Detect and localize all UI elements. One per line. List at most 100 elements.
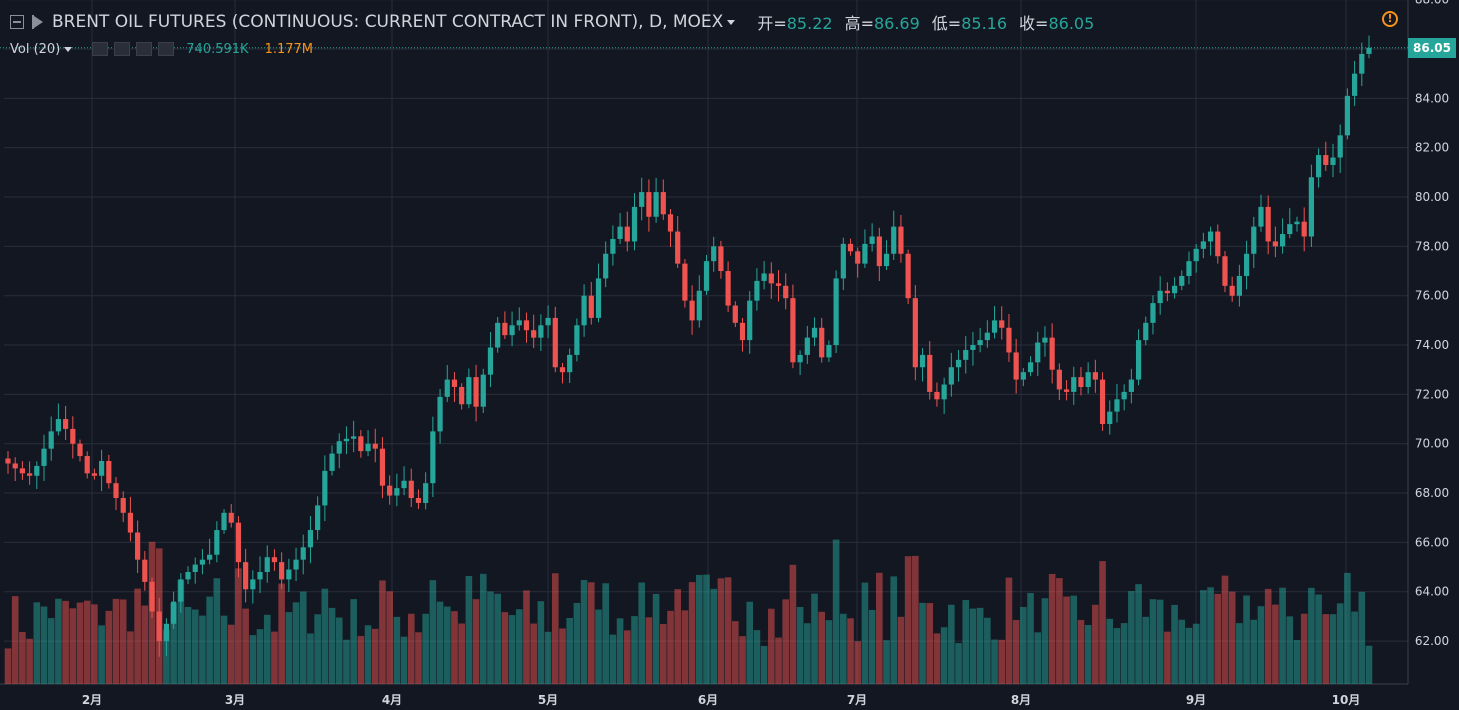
candle-body (912, 298, 918, 368)
candle-body (732, 305, 738, 323)
settings-icon[interactable] (114, 42, 131, 56)
close-icon[interactable] (158, 42, 175, 56)
volume-bar (1099, 561, 1106, 684)
candle-body (451, 379, 458, 387)
volume-bar (170, 603, 177, 684)
candle-body (423, 483, 429, 503)
volume-bar (623, 630, 631, 684)
candle-body (545, 317, 551, 326)
volume-bar (321, 588, 329, 684)
volume-bar (335, 617, 343, 684)
candle-body (883, 253, 890, 267)
volume-bar (1200, 590, 1207, 684)
candle-body (768, 273, 774, 284)
candle-body (1323, 155, 1329, 165)
candle-body (156, 611, 162, 642)
volume-bar (184, 606, 192, 684)
candle-body (855, 251, 861, 264)
candle-body (581, 295, 587, 326)
candle-body (271, 557, 278, 563)
volume-bar (933, 633, 941, 684)
volume-bar (487, 591, 494, 684)
volume-bar (645, 617, 653, 684)
candle-body (531, 330, 537, 338)
volume-bar (760, 645, 768, 684)
volume-bar (141, 605, 149, 684)
volume-bar (580, 580, 588, 684)
volume-bar (465, 576, 473, 684)
eye-icon[interactable] (92, 42, 109, 56)
flag-icon[interactable] (32, 15, 44, 29)
x-tick-label: 3月 (225, 693, 245, 707)
volume-bar (926, 603, 934, 684)
volume-bar (55, 598, 62, 684)
volume-bar (393, 616, 401, 684)
candle-body (286, 569, 292, 580)
volume-bar (1034, 632, 1042, 684)
candle-body (207, 554, 213, 560)
candle-body (703, 261, 710, 291)
volume-bar (861, 582, 869, 684)
candle-body (1049, 337, 1055, 370)
candle-body (667, 214, 674, 232)
volume-bar (26, 638, 33, 684)
volume-bar (163, 629, 170, 684)
candle-body (1063, 389, 1070, 392)
chevron-down-icon[interactable] (727, 19, 736, 25)
candle-body (1315, 155, 1322, 178)
volume-bar (998, 639, 1006, 684)
volume-bar (429, 580, 437, 684)
y-tick-label: 78.00 (1415, 239, 1449, 253)
volume-bar (566, 618, 573, 684)
volume-bar (206, 596, 213, 684)
more-icon[interactable] (136, 42, 153, 56)
volume-bar (407, 613, 415, 684)
candle-body (552, 317, 558, 368)
candle-body (833, 278, 839, 346)
candle-body (430, 431, 436, 484)
candle-body (696, 290, 702, 321)
candle-body (1078, 377, 1084, 387)
ohlc-readout: 开=85.22 高=86.69 低=85.16 收=86.05 (757, 10, 1094, 34)
candle-body (1294, 221, 1300, 225)
candle-body (279, 562, 285, 580)
volume-bar (271, 631, 278, 684)
volume-bar (688, 582, 696, 684)
volume-bar (1257, 606, 1265, 684)
volume-bar (357, 635, 365, 684)
y-tick-label: 64.00 (1415, 585, 1449, 599)
volume-bar (1293, 640, 1301, 684)
collapse-icon[interactable] (10, 15, 24, 29)
volume-bar (732, 621, 739, 684)
candle-body (898, 226, 904, 254)
symbol-title[interactable]: BRENT OIL FUTURES (CONTINUOUS: CURRENT C… (52, 12, 736, 32)
volume-bar (299, 591, 307, 684)
candle-body (991, 320, 998, 333)
candle-body (199, 559, 206, 565)
volume-bar (242, 608, 249, 684)
candle-body (113, 483, 119, 498)
candle-body (243, 562, 249, 590)
volume-bar (717, 578, 725, 684)
volume-bar (530, 623, 537, 684)
candle-body (725, 271, 731, 306)
volume-bar (1048, 573, 1056, 684)
chevron-down-icon[interactable] (64, 46, 73, 52)
volume-bar (436, 601, 444, 684)
alert-icon[interactable]: ! (1382, 11, 1398, 27)
candle-body (1099, 379, 1106, 424)
volume-bar (703, 574, 710, 684)
volume-bar (746, 601, 754, 684)
volume-bar (537, 601, 545, 684)
volume-bar (11, 596, 19, 684)
volume-bar (4, 648, 12, 684)
volume-bar (292, 602, 300, 684)
volume-bar (47, 618, 55, 684)
volume-bar (1264, 588, 1272, 684)
volume-bar (804, 623, 811, 684)
candle-body (559, 367, 566, 373)
volume-indicator-label[interactable]: Vol (20) (10, 42, 73, 57)
candle-body (1200, 241, 1206, 249)
